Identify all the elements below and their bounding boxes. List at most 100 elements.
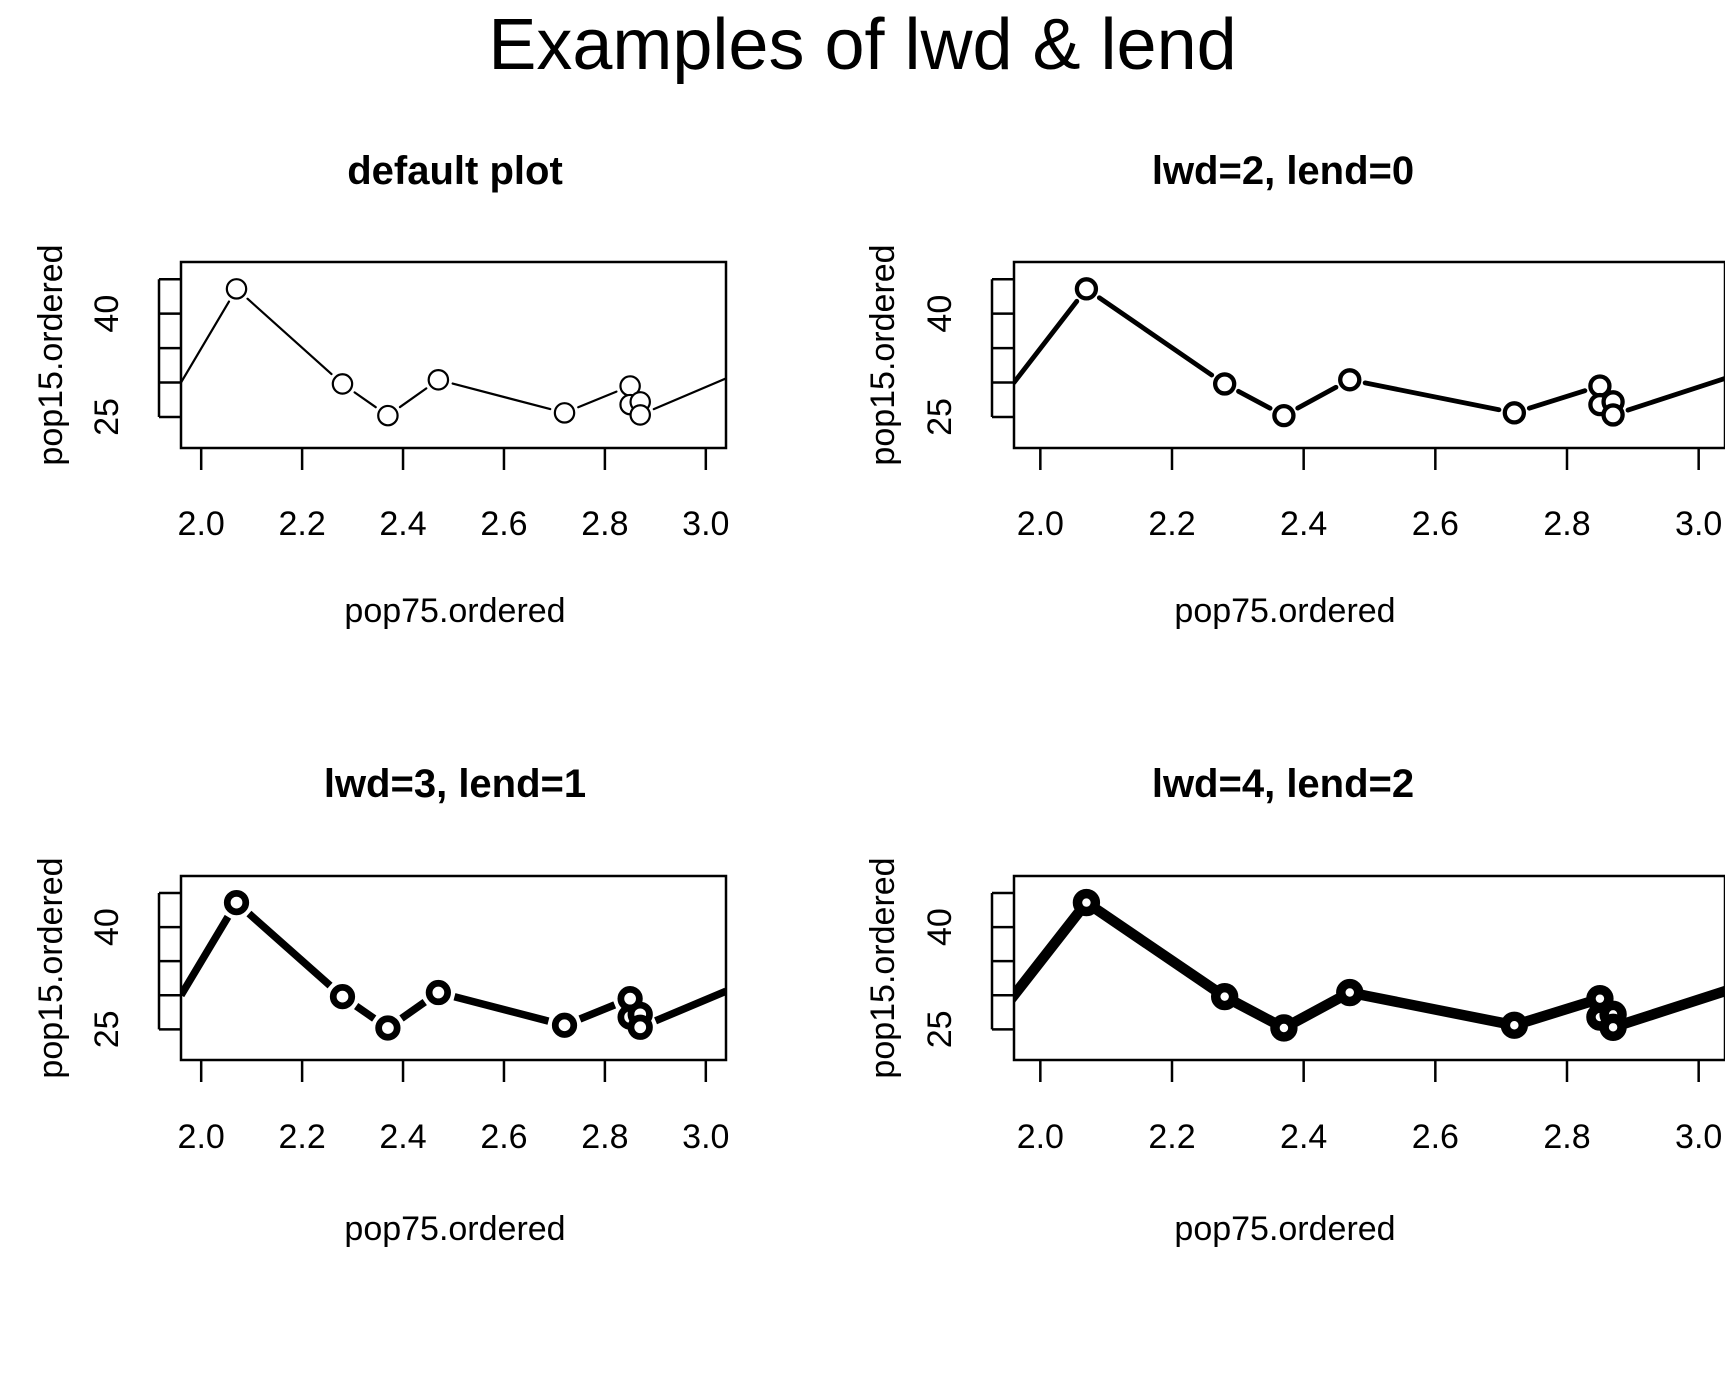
plot-title: lwd=4, lend=2 [1152, 762, 1414, 806]
y-tick-label: 25 [88, 1010, 126, 1048]
data-point [1210, 982, 1239, 1011]
x-tick-label: 2.2 [1148, 505, 1195, 543]
data-point [1338, 368, 1362, 392]
data-point [1502, 401, 1527, 425]
x-tick-label: 2.4 [379, 1118, 426, 1156]
x-axis-title: pop75.ordered [344, 592, 565, 630]
x-axis-title: pop75.ordered [344, 1210, 565, 1248]
series-segment [181, 914, 232, 998]
series-segment [1233, 997, 1276, 1027]
x-tick-label: 3.0 [682, 1118, 729, 1156]
series-segment [1295, 384, 1339, 411]
series-segment [578, 1001, 617, 1023]
series-segment [1014, 909, 1083, 1003]
data-point [1599, 1013, 1627, 1041]
plot-box [179, 260, 728, 450]
x-tick-label: 2.8 [581, 1118, 628, 1156]
data-series [1014, 277, 1725, 428]
x-tick-label: 2.2 [278, 1118, 325, 1156]
plot-title: default plot [347, 149, 563, 193]
data-point [1500, 1011, 1529, 1039]
series-segment [1362, 380, 1502, 413]
x-tick-label: 2.0 [1017, 505, 1064, 543]
plot-lwd2-lend0: lwd=2, lend=0 2.0 2.2 2.4 2.6 2.8 3.0 25 40 pop75… [864, 149, 1725, 630]
y-tick-label: 25 [88, 398, 126, 436]
data-point [1336, 978, 1364, 1007]
series-segment [451, 382, 552, 411]
series-segment [1093, 905, 1218, 994]
series-segment [1526, 388, 1588, 411]
data-point [1270, 1014, 1298, 1042]
series-segment [652, 377, 726, 411]
y-axis-title: pop15.ordered [32, 244, 70, 465]
y-tick-label: 40 [88, 908, 126, 946]
x-tick-label: 2.2 [1148, 1118, 1195, 1156]
data-point [1272, 403, 1296, 428]
series-segment [453, 993, 550, 1025]
plot-box [179, 874, 728, 1062]
plot-title: lwd=3, lend=1 [324, 762, 586, 806]
x-tick-label: 2.6 [1412, 505, 1459, 543]
plot-box [1012, 260, 1725, 450]
data-series [181, 889, 726, 1041]
data-point [553, 402, 576, 424]
series-segment [577, 390, 618, 409]
data-point [377, 404, 399, 427]
x-tick-label: 2.2 [278, 505, 325, 543]
y-tick-label: 40 [88, 295, 126, 333]
x-axis-title: pop75.ordered [1174, 592, 1395, 630]
data-point [331, 373, 354, 395]
series-segment [398, 387, 428, 409]
series-segment [1623, 985, 1725, 1029]
series-segment [1625, 376, 1725, 413]
data-point [551, 1012, 578, 1038]
data-point [1601, 403, 1625, 427]
data-series [181, 278, 726, 427]
x-tick-label: 3.0 [1675, 505, 1722, 543]
data-series [1014, 888, 1725, 1042]
x-tick-label: 2.6 [480, 1118, 527, 1156]
series-segment [1236, 388, 1273, 411]
data-point [1074, 277, 1099, 301]
x-tick-label: 2.8 [1543, 505, 1590, 543]
series-segment [246, 910, 333, 989]
x-tick-label: 2.4 [379, 505, 426, 543]
x-axis-title: pop75.ordered [1174, 1210, 1395, 1248]
data-point [627, 1014, 653, 1040]
data-point [375, 1015, 401, 1041]
series-segment [1524, 997, 1590, 1027]
series-segment [1014, 298, 1080, 385]
plot-title: lwd=2, lend=0 [1152, 149, 1414, 193]
series-segment [181, 300, 231, 384]
series-segment [1292, 993, 1342, 1027]
plot-lwd3-lend1: lwd=3, lend=1 2.0 2.2 2.4 2.6 2.8 3.0 25 40 pop75… [32, 762, 729, 1248]
main-title: Examples of lwd & lend [488, 5, 1237, 85]
y-tick-label: 40 [921, 908, 959, 946]
series-segment [246, 297, 333, 376]
data-point [223, 889, 250, 916]
y-tick-label: 25 [921, 398, 959, 436]
series-segment [1360, 989, 1504, 1028]
series-segment [654, 987, 726, 1025]
plot-box [1012, 874, 1725, 1062]
data-point [629, 404, 651, 426]
x-tick-label: 3.0 [1675, 1118, 1722, 1156]
plot-lwd4-lend2: lwd=4, lend=2 2.0 2.2 2.4 2.6 2.8 3.0 25 40 pop75… [864, 762, 1725, 1248]
data-point [427, 369, 450, 391]
x-tick-label: 2.0 [1017, 1118, 1064, 1156]
data-point [1072, 888, 1101, 917]
plot-default: default plot 2.0 2.2 2.4 2.6 2.8 3.0 25 40 pop75.… [32, 149, 729, 630]
x-tick-label: 2.4 [1280, 505, 1327, 543]
data-point [329, 983, 356, 1010]
data-point [225, 278, 248, 300]
y-axis-title: pop15.ordered [864, 857, 902, 1078]
y-axis-title: pop15.ordered [864, 244, 902, 465]
data-point [425, 979, 451, 1006]
x-tick-label: 2.4 [1280, 1118, 1327, 1156]
y-axis-title: pop15.ordered [32, 857, 70, 1078]
x-tick-label: 2.8 [1543, 1118, 1590, 1156]
x-tick-label: 2.8 [581, 505, 628, 543]
series-segment [353, 391, 377, 409]
series-segment [399, 999, 427, 1022]
x-tick-label: 2.6 [480, 505, 527, 543]
